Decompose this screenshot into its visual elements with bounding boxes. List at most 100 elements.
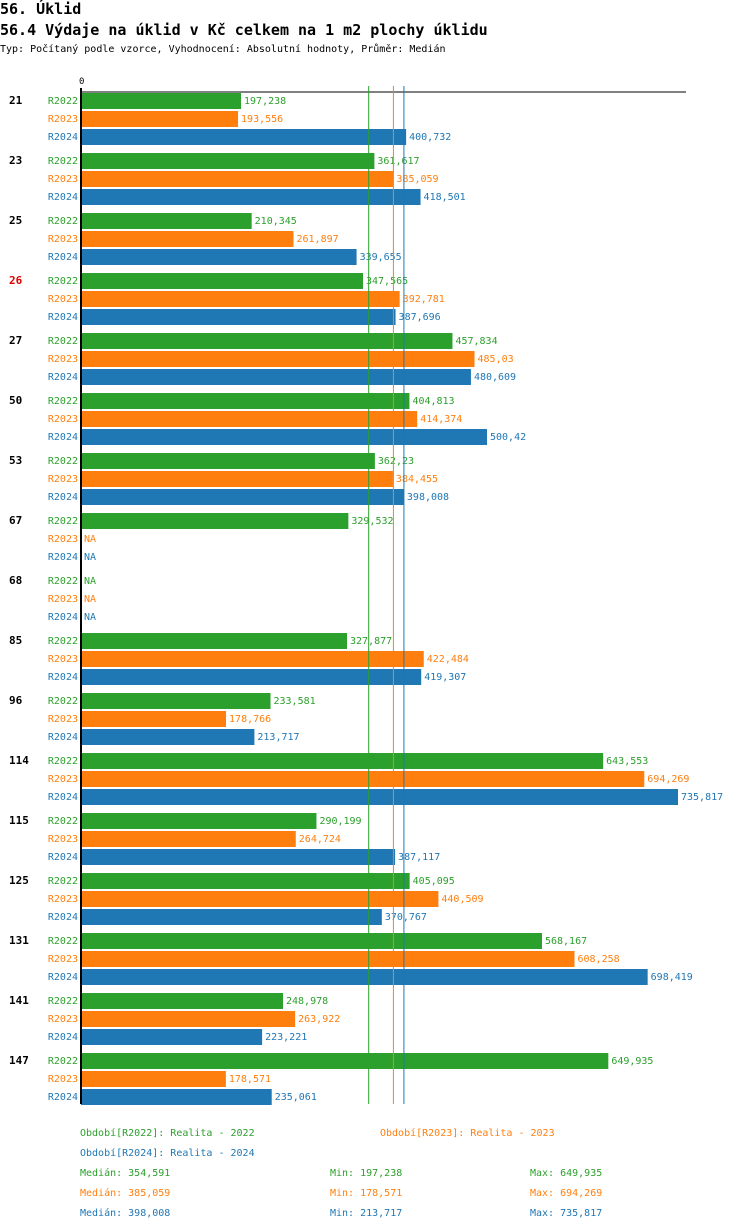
bar <box>81 651 424 667</box>
data-label: 480,609 <box>474 372 516 383</box>
bar <box>81 1089 272 1105</box>
bar <box>81 771 645 787</box>
series-label: R2023 <box>48 174 78 185</box>
data-label: NA <box>84 534 96 545</box>
series-label: R2024 <box>48 432 78 443</box>
category-label: 114 <box>9 754 29 767</box>
category-label: 131 <box>9 934 29 947</box>
series-label: R2024 <box>48 792 78 803</box>
bar <box>81 171 394 187</box>
category-label: 147 <box>9 1054 29 1067</box>
data-label: 233,581 <box>274 696 316 707</box>
axis-zero-label: 0 <box>79 77 84 87</box>
series-label: R2022 <box>48 96 78 107</box>
data-label: 193,556 <box>241 114 283 125</box>
category-label: 26 <box>9 274 23 287</box>
bar <box>81 291 400 307</box>
bar <box>81 489 404 505</box>
series-label: R2023 <box>48 594 78 605</box>
data-label: 608,258 <box>578 954 620 965</box>
series-label: R2024 <box>48 132 78 143</box>
data-label: 263,922 <box>298 1014 340 1025</box>
data-label: 405,095 <box>413 876 455 887</box>
data-label: 694,269 <box>647 774 689 785</box>
series-label: R2023 <box>48 234 78 245</box>
series-label: R2023 <box>48 414 78 425</box>
series-label: R2022 <box>48 156 78 167</box>
bar <box>81 369 471 385</box>
data-label: 235,061 <box>275 1092 317 1103</box>
bar <box>81 411 418 427</box>
data-label: 387,117 <box>398 852 440 863</box>
stat-max-r2024: Max: 735,817 <box>530 1208 603 1219</box>
bar <box>81 633 348 649</box>
bar <box>81 453 375 469</box>
category-label: 67 <box>9 514 22 527</box>
data-label: 370,767 <box>385 912 427 923</box>
stat-median-r2022: Medián: 354,591 <box>80 1168 171 1179</box>
category-label: 27 <box>9 334 22 347</box>
data-label: NA <box>84 612 96 623</box>
data-label: 398,008 <box>407 492 449 503</box>
bar <box>81 753 604 769</box>
data-label: 210,345 <box>255 216 297 227</box>
category-label: 115 <box>9 814 29 827</box>
data-label: 213,717 <box>257 732 299 743</box>
series-label: R2022 <box>48 456 78 467</box>
data-label: 422,484 <box>427 654 469 665</box>
series-label: R2022 <box>48 876 78 887</box>
bar <box>81 393 410 409</box>
stat-max-r2023: Max: 694,269 <box>530 1188 603 1199</box>
series-label: R2023 <box>48 474 78 485</box>
data-label: 643,553 <box>606 756 648 767</box>
legend-period-r2023: Období[R2023]: Realita - 2023 <box>380 1128 555 1139</box>
data-label: NA <box>84 552 96 563</box>
legend-period-r2022: Období[R2022]: Realita - 2022 <box>80 1128 255 1139</box>
category-label: 85 <box>9 634 22 647</box>
series-label: R2024 <box>48 732 78 743</box>
stat-median-r2023: Medián: 385,059 <box>80 1188 171 1199</box>
data-label: 568,167 <box>545 936 587 947</box>
data-label: 178,571 <box>229 1074 271 1085</box>
series-label: R2022 <box>48 276 78 287</box>
bar <box>81 933 542 949</box>
data-label: 457,834 <box>455 336 497 347</box>
bar <box>81 729 255 745</box>
series-label: R2024 <box>48 912 78 923</box>
bar <box>81 231 294 247</box>
data-label: 698,419 <box>651 972 693 983</box>
category-label: 96 <box>9 694 23 707</box>
stat-min-r2023: Min: 178,571 <box>330 1188 403 1199</box>
bar <box>81 189 421 205</box>
chart-title: 56.4 Výdaje na úklid v Kč celkem na 1 m2… <box>0 21 488 39</box>
stat-median-r2024: Medián: 398,008 <box>80 1208 171 1219</box>
bar <box>81 153 375 169</box>
series-label: R2023 <box>48 354 78 365</box>
series-label: R2024 <box>48 492 78 503</box>
series-label: R2022 <box>48 1056 78 1067</box>
bar-chart: 0 21 R2022 197,238 R2023 193,556 R2024 400,732 2… <box>9 77 723 1105</box>
data-label: 414,374 <box>420 414 462 425</box>
bar <box>81 669 422 685</box>
category-label: 53 <box>9 454 22 467</box>
data-label: 649,935 <box>611 1056 653 1067</box>
bar <box>81 1011 296 1027</box>
data-label: NA <box>84 594 96 605</box>
series-label: R2023 <box>48 294 78 305</box>
bar <box>81 693 271 709</box>
series-label: R2024 <box>48 312 78 323</box>
page-title: 56. Úklid <box>0 0 82 18</box>
bar <box>81 951 575 967</box>
series-label: R2024 <box>48 252 78 263</box>
data-label: 261,897 <box>296 234 338 245</box>
bar <box>81 1053 609 1069</box>
bar <box>81 93 242 109</box>
data-label: 197,238 <box>244 96 286 107</box>
bar <box>81 831 296 847</box>
series-label: R2022 <box>48 636 78 647</box>
category-label: 141 <box>9 994 29 1007</box>
series-label: R2023 <box>48 1014 78 1025</box>
series-label: R2022 <box>48 576 78 587</box>
data-label: 387,696 <box>399 312 441 323</box>
bar <box>81 471 393 487</box>
